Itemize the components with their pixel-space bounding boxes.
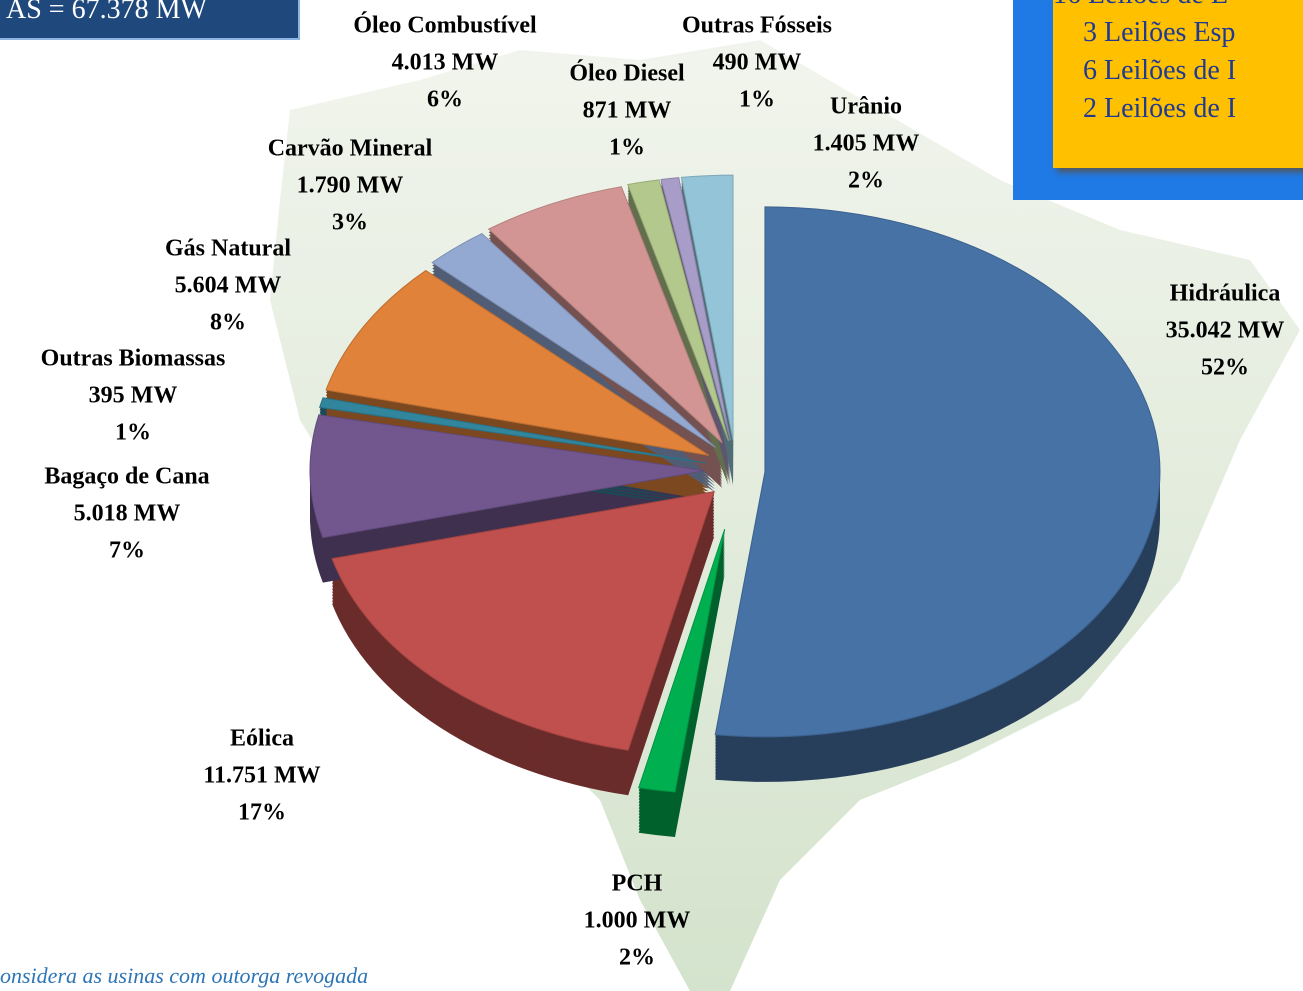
slice-label: Urânio: [830, 94, 902, 120]
slice-value-label: 5.604 MW: [175, 273, 282, 299]
slice: [680, 174, 734, 441]
auction-item: 2 Leilões de I: [1083, 93, 1237, 124]
slice: [331, 490, 715, 751]
slice-label: Óleo Diesel: [569, 60, 685, 87]
slice-value-label: 4.013 MW: [392, 50, 499, 76]
slice-percent-label: 2%: [619, 945, 655, 971]
slice-percent-label: 7%: [109, 538, 145, 564]
slice-label: Eólica: [230, 726, 294, 752]
slice-label: Outras Fósseis: [682, 13, 832, 39]
slice-value-label: 5.018 MW: [74, 501, 181, 527]
slice-label: Óleo Combustível: [353, 12, 537, 39]
slice-value-label: 11.751 MW: [203, 763, 320, 789]
slice-value-label: 490 MW: [713, 50, 802, 76]
slice-percent-label: 2%: [848, 168, 884, 194]
slice: [487, 186, 723, 444]
slice: [638, 528, 726, 793]
slice-value-label: 1.000 MW: [584, 908, 691, 934]
auction-list: 16 Leilões de E 3 Leilões Esp 6 Leilões …: [1053, 0, 1303, 168]
slice-label: Bagaço de Cana: [44, 464, 209, 490]
auction-item: 3 Leilões Esp: [1083, 17, 1236, 48]
slice: [309, 414, 706, 539]
footnote: onsidera as usinas com outorga revogada: [0, 963, 369, 988]
slice-percent-label: 17%: [238, 800, 286, 826]
slice: [627, 179, 730, 441]
slice: [714, 206, 1161, 738]
total-text: AS = 67.378 MW: [6, 0, 207, 25]
slice-percent-label: 3%: [332, 210, 368, 236]
slice-value-label: 871 MW: [583, 98, 672, 124]
total-box: AS = 67.378 MW: [0, 0, 300, 40]
slice-value-label: 1.790 MW: [297, 173, 404, 199]
slice-label: PCH: [612, 871, 663, 897]
slice-label: Hidráulica: [1170, 281, 1281, 307]
auction-box: 16 Leilões de E 3 Leilões Esp 6 Leilões …: [1013, 0, 1303, 200]
slice-percent-label: 6%: [427, 87, 463, 113]
slice-percent-label: 1%: [609, 135, 645, 161]
slice-label: Carvão Mineral: [268, 136, 433, 162]
auction-item: 16 Leilões de E: [1053, 0, 1303, 14]
slice-label: Gás Natural: [165, 236, 291, 262]
slice-percent-label: 1%: [115, 420, 151, 446]
auction-item: 6 Leilões de I: [1083, 55, 1237, 86]
slice-label: Outras Biomassas: [41, 346, 226, 372]
slice-value-label: 395 MW: [89, 383, 178, 409]
slice: [325, 269, 710, 456]
slice-percent-label: 8%: [210, 310, 246, 336]
slice: [660, 177, 731, 441]
slice: [319, 397, 706, 464]
slice-value-label: 35.042 MW: [1166, 318, 1285, 344]
slice-percent-label: 1%: [739, 87, 775, 113]
slice-percent-label: 52%: [1201, 355, 1249, 381]
slice-value-label: 1.405 MW: [813, 131, 920, 157]
slice: [431, 232, 716, 448]
